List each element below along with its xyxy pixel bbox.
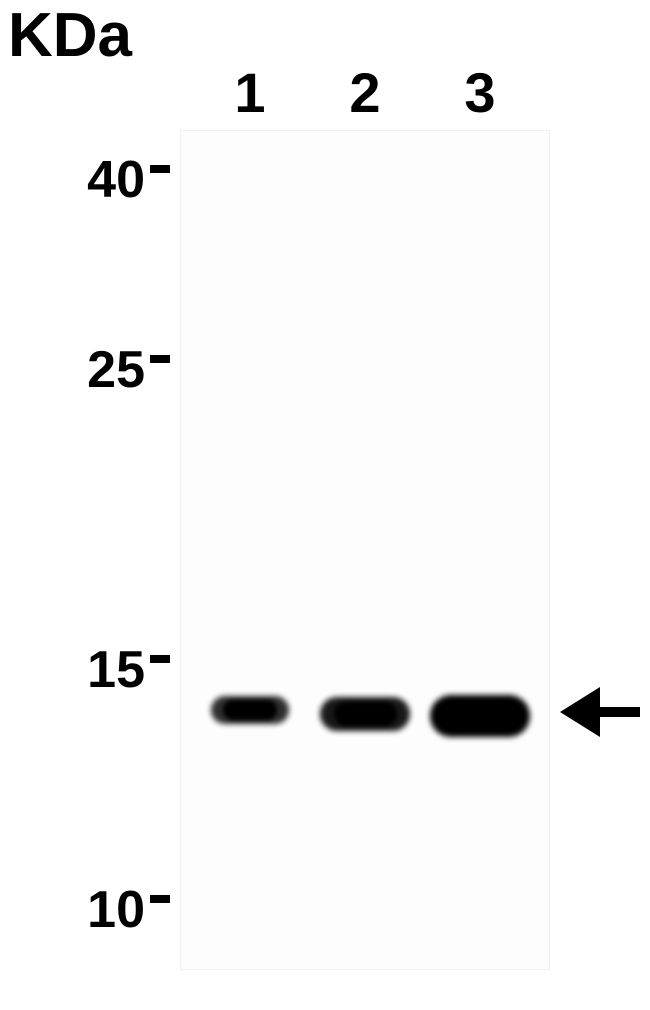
blot-figure: KDa 40 25 15 10 123	[0, 0, 650, 1010]
marker-tick	[150, 165, 170, 173]
pointer-arrow-icon	[560, 687, 640, 742]
marker-tick	[150, 895, 170, 903]
blot-band-core	[334, 702, 397, 726]
marker-label: 10	[0, 880, 145, 940]
unit-label: KDa	[8, 0, 132, 71]
lane-label: 3	[450, 60, 510, 125]
marker-label: 40	[0, 150, 145, 210]
lane-label: 2	[335, 60, 395, 125]
arrow-icon	[560, 687, 640, 737]
marker-tick	[150, 355, 170, 363]
blot-membrane-area	[180, 130, 550, 970]
blot-band-core	[445, 701, 515, 730]
marker-label: 25	[0, 340, 145, 400]
marker-tick	[150, 655, 170, 663]
lane-label: 1	[220, 60, 280, 125]
blot-band-core	[223, 700, 278, 720]
marker-label: 15	[0, 640, 145, 700]
